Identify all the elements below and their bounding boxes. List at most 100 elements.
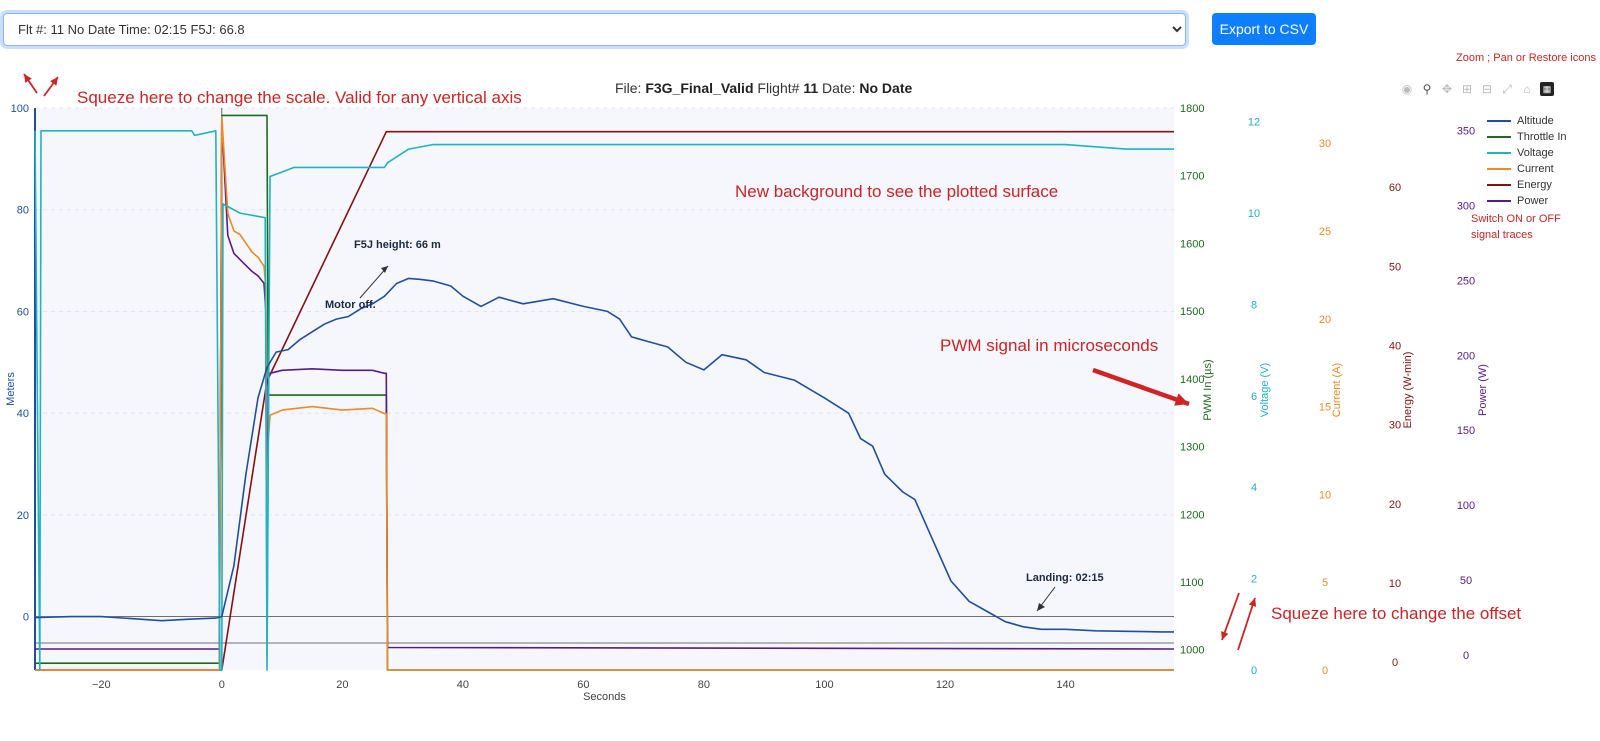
home-icon[interactable]: ⌂ xyxy=(1523,82,1531,96)
offset-arrow-up-head xyxy=(1248,598,1257,607)
legend-item-altitude[interactable]: Altitude xyxy=(1487,113,1567,129)
pan-icon[interactable]: ✥ xyxy=(1441,82,1453,96)
energy-tick-label: 60 xyxy=(1389,182,1401,194)
export-csv-button[interactable]: Export to CSV xyxy=(1212,13,1316,45)
power-tick-label: 350 xyxy=(1457,125,1475,137)
legend-label: Energy xyxy=(1517,179,1552,191)
energy-tick-label: 30 xyxy=(1389,420,1401,432)
throttle-tick-label: 1500 xyxy=(1180,306,1204,318)
voltage-tick-label: 4 xyxy=(1251,482,1257,494)
landing-label: Landing: 02:15 xyxy=(1026,572,1104,584)
x-tick-label: 120 xyxy=(936,679,954,691)
current-tick-label: 5 xyxy=(1322,577,1328,589)
date-label: Date: xyxy=(822,80,856,96)
legend-label: Voltage xyxy=(1517,147,1554,159)
legend: Altitude Throttle In Voltage Current Energy P… xyxy=(1487,113,1567,209)
power-tick-label: 0 xyxy=(1463,650,1469,662)
voltage-tick-label: 10 xyxy=(1248,208,1260,220)
top-toolbar: Flt #: 11 No Date Time: 02:15 F5J: 66.8 … xyxy=(0,0,1600,60)
file-name: F3G_Final_Valid xyxy=(645,80,754,96)
legend-label: Current xyxy=(1517,163,1554,175)
legend-swatch xyxy=(1487,200,1511,202)
pwm-arrow-head xyxy=(1174,393,1189,406)
switch-note-2: signal traces xyxy=(1471,229,1533,241)
energy-tick-label: 10 xyxy=(1389,578,1401,590)
legend-item-current[interactable]: Current xyxy=(1487,161,1567,177)
zoom-note: Zoom ; Pan or Restore icons xyxy=(1455,52,1596,64)
axis-labels: Seconds Meters PWM In (µs) Voltage (V) Curre… xyxy=(5,352,1489,703)
switch-note-1: Switch ON or OFF xyxy=(1471,213,1561,225)
throttle-tick-label: 1100 xyxy=(1180,577,1204,589)
x-tick-label: 100 xyxy=(815,679,833,691)
legend-swatch xyxy=(1487,136,1511,138)
legend-swatch xyxy=(1487,184,1511,186)
flight-select[interactable]: Flt #: 11 No Date Time: 02:15 F5J: 66.8 xyxy=(3,13,1186,46)
voltage-tick-label: 12 xyxy=(1248,117,1260,129)
autoscale-icon[interactable]: ⤢ xyxy=(1502,82,1512,96)
series-line-voltage xyxy=(34,130,1174,671)
voltage-tick-label: 0 xyxy=(1251,665,1257,677)
offset-note: Squeze here to change the offset xyxy=(1271,604,1521,623)
x-tick-label: 0 xyxy=(219,679,225,691)
x-tick-label: 140 xyxy=(1056,679,1074,691)
throttle-tick-label: 1000 xyxy=(1180,645,1204,657)
plot-background xyxy=(35,108,1174,670)
f5j-height-label: F5J height: 66 m xyxy=(354,239,441,251)
legend-item-throttle-in[interactable]: Throttle In xyxy=(1487,129,1567,145)
series-traces xyxy=(34,114,1175,671)
flight-number: 11 xyxy=(803,80,819,96)
power-axis-label: Power (W) xyxy=(1477,364,1489,416)
legend-item-voltage[interactable]: Voltage xyxy=(1487,145,1567,161)
legend-item-energy[interactable]: Energy xyxy=(1487,177,1567,193)
legend-swatch xyxy=(1487,120,1511,122)
altitude-tick-label: 100 xyxy=(11,103,29,115)
legend-item-power[interactable]: Power xyxy=(1487,193,1567,209)
zoom-in-icon[interactable]: ⊞ xyxy=(1461,82,1473,96)
plotly-logo-icon[interactable]: ▦ xyxy=(1540,82,1554,96)
legend-label: Power xyxy=(1517,195,1549,207)
x-tick-label: −20 xyxy=(92,679,111,691)
energy-axis-label: Energy (W-min) xyxy=(1402,352,1414,429)
motor-off-label: Motor off. xyxy=(325,299,376,311)
throttle-axis-label: PWM In (µs) xyxy=(1202,359,1214,420)
f5j-height-arrow xyxy=(359,265,389,299)
plot-title: File: F3G_Final_Valid Flight# 11 Date: N… xyxy=(615,80,912,96)
tick-labels: −20 0 20 40 60 80 100 120 1400204060801001000110… xyxy=(11,103,1476,691)
voltage-tick-label: 8 xyxy=(1251,299,1257,311)
power-tick-label: 250 xyxy=(1457,275,1475,287)
voltage-axis-label: Voltage (V) xyxy=(1259,363,1271,417)
legend-label: Throttle In xyxy=(1517,131,1567,143)
current-tick-label: 10 xyxy=(1319,489,1331,501)
x-tick-label: 40 xyxy=(457,679,469,691)
pwm-note: PWM signal in microseconds xyxy=(940,336,1158,355)
energy-tick-label: 20 xyxy=(1389,499,1401,511)
x-axis-label: Seconds xyxy=(583,691,626,703)
camera-icon[interactable]: ◉ xyxy=(1401,82,1413,96)
offset-arrow-up xyxy=(1237,597,1256,651)
current-tick-label: 15 xyxy=(1319,402,1331,414)
offset-arrow-down xyxy=(1221,592,1240,641)
scale-arrow-up-head xyxy=(50,77,58,86)
throttle-tick-label: 1400 xyxy=(1180,374,1204,386)
throttle-tick-label: 1300 xyxy=(1180,442,1204,454)
power-tick-label: 50 xyxy=(1460,575,1472,587)
legend-swatch xyxy=(1487,152,1511,154)
x-tick-label: 60 xyxy=(577,679,589,691)
zoom-icon[interactable]: ⚲ xyxy=(1422,82,1432,96)
altitude-tick-label: 80 xyxy=(17,205,29,217)
scale-arrow-down-head xyxy=(24,74,32,83)
flight-label: Flight# xyxy=(757,80,800,96)
throttle-tick-label: 1600 xyxy=(1180,238,1204,250)
zoom-out-icon[interactable]: ⊟ xyxy=(1481,82,1493,96)
background-note: New background to see the plotted surfac… xyxy=(735,182,1058,201)
current-tick-label: 20 xyxy=(1319,314,1331,326)
series-line-altitude xyxy=(34,277,1174,633)
energy-tick-label: 50 xyxy=(1389,261,1401,273)
power-tick-label: 100 xyxy=(1457,500,1475,512)
voltage-tick-label: 6 xyxy=(1251,391,1257,403)
pwm-arrow xyxy=(1092,367,1190,407)
file-label: File: xyxy=(615,80,642,96)
f5j-arrowhead xyxy=(381,266,388,273)
date-value: No Date xyxy=(859,80,913,96)
